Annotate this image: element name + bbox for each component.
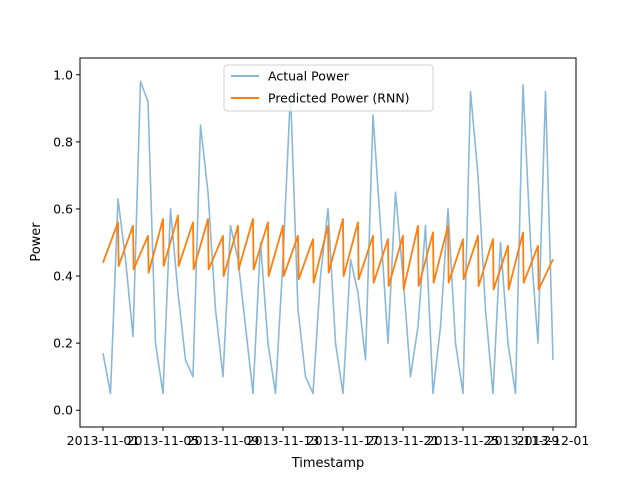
series-line-predicted-power bbox=[102, 214, 554, 291]
series-line-actual-power bbox=[102, 80, 554, 395]
legend-box bbox=[223, 64, 434, 112]
legend-label-actual-power: Actual Power bbox=[268, 69, 350, 84]
x-tick-label: 2013-11-05 bbox=[127, 433, 200, 448]
ticks-layer: 2013-11-012013-11-052013-11-092013-11-13… bbox=[53, 67, 589, 448]
x-tick-label: 2013-12-01 bbox=[517, 433, 590, 448]
x-tick-label: 2013-11-09 bbox=[187, 433, 260, 448]
x-tick-label: 2013-11-29 bbox=[487, 433, 560, 448]
y-tick-label: 0.0 bbox=[53, 403, 73, 418]
x-tick-label: 2013-11-21 bbox=[367, 433, 440, 448]
x-tick-label: 2013-11-17 bbox=[307, 433, 380, 448]
legend: Actual Power Predicted Power (RNN) bbox=[223, 64, 434, 112]
x-tick-label: 2013-11-25 bbox=[427, 433, 500, 448]
y-tick-label: 0.8 bbox=[53, 134, 73, 149]
x-axis-label: Timestamp bbox=[291, 456, 365, 471]
plot-layer bbox=[102, 80, 554, 395]
y-tick-label: 1.0 bbox=[53, 67, 73, 82]
y-tick-label: 0.6 bbox=[53, 201, 73, 216]
x-tick-label: 2013-11-01 bbox=[67, 433, 140, 448]
legend-label-predicted-power: Predicted Power (RNN) bbox=[268, 91, 410, 106]
y-tick-label: 0.4 bbox=[53, 269, 73, 284]
y-tick-label: 0.2 bbox=[53, 336, 73, 351]
x-tick-label: 2013-11-13 bbox=[247, 433, 320, 448]
plot-frame bbox=[79, 57, 577, 428]
y-axis-label: Power bbox=[29, 222, 44, 262]
